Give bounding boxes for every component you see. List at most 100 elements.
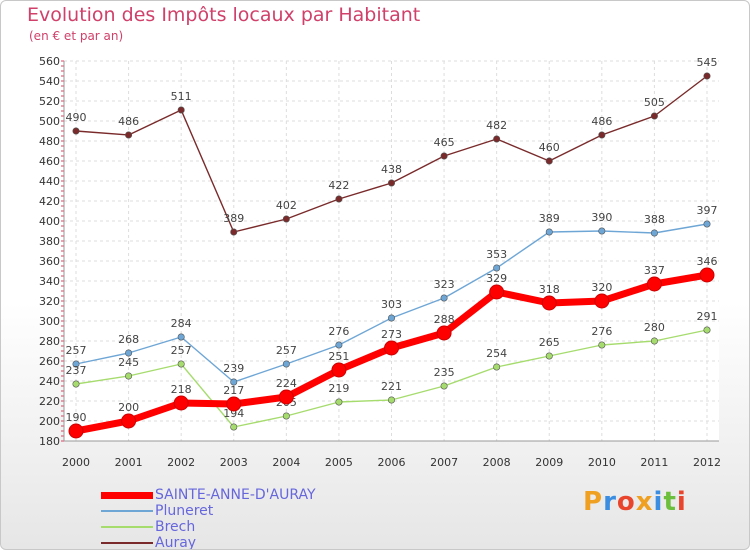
data-point — [440, 382, 448, 390]
legend-label: Auray — [155, 535, 197, 550]
data-label: 390 — [591, 211, 612, 224]
data-label: 251 — [328, 350, 349, 363]
x-tick-label: 2004 — [272, 456, 300, 469]
data-point — [335, 195, 343, 203]
data-point — [703, 326, 711, 334]
y-tick-label: 460 — [39, 155, 60, 168]
logo-letter: r — [603, 487, 617, 517]
legend-swatch — [101, 526, 153, 528]
data-point — [545, 157, 553, 165]
data-label: 190 — [66, 411, 87, 424]
logo-letter: x — [635, 487, 654, 517]
data-point — [177, 333, 185, 341]
data-label: 545 — [697, 56, 718, 69]
y-tick-label: 440 — [39, 175, 60, 188]
y-tick-label: 540 — [39, 75, 60, 88]
data-point — [699, 267, 715, 283]
data-label: 303 — [381, 298, 402, 311]
data-label: 353 — [486, 248, 507, 261]
data-label: 482 — [486, 119, 507, 132]
data-label: 239 — [223, 362, 244, 375]
y-tick-label: 340 — [39, 275, 60, 288]
chart-title: Evolution des Impôts locaux par Habitant — [27, 4, 421, 26]
data-point — [541, 295, 557, 311]
data-label: 460 — [539, 141, 560, 154]
data-label: 388 — [644, 213, 665, 226]
data-point — [331, 362, 347, 378]
y-tick-label: 480 — [39, 135, 60, 148]
data-point — [125, 349, 133, 357]
data-label: 318 — [539, 283, 560, 296]
logo-letter: P — [583, 487, 604, 517]
logo-letter: t — [663, 487, 677, 517]
data-point — [282, 360, 290, 368]
x-tick-label: 2007 — [430, 456, 458, 469]
data-point — [68, 423, 84, 439]
data-label: 219 — [328, 382, 349, 395]
legend-item: SAINTE-ANNE-D'AURAY — [101, 487, 316, 503]
data-label: 254 — [486, 347, 507, 360]
data-label: 490 — [66, 111, 87, 124]
x-tick-label: 2006 — [378, 456, 406, 469]
data-label: 486 — [591, 115, 612, 128]
logo-letter: o — [616, 487, 636, 517]
y-tick-label: 520 — [39, 95, 60, 108]
data-point — [650, 337, 658, 345]
data-point — [703, 72, 711, 80]
data-label: 323 — [434, 278, 455, 291]
x-tick-label: 2011 — [640, 456, 668, 469]
x-tick-label: 2010 — [588, 456, 616, 469]
data-label: 217 — [223, 384, 244, 397]
data-point — [650, 229, 658, 237]
y-tick-label: 320 — [39, 295, 60, 308]
data-point — [125, 372, 133, 380]
data-label: 265 — [539, 336, 560, 349]
x-tick-label: 2009 — [535, 456, 563, 469]
y-tick-label: 240 — [39, 375, 60, 388]
x-tick-label: 2012 — [693, 456, 721, 469]
data-label: 268 — [118, 333, 139, 346]
data-label: 257 — [66, 344, 87, 357]
legend-item: Auray — [101, 535, 316, 550]
data-label: 465 — [434, 136, 455, 149]
data-label: 257 — [171, 344, 192, 357]
legend-swatch — [101, 510, 153, 512]
chart-subtitle: (en € et par an) — [29, 29, 124, 43]
data-point — [177, 360, 185, 368]
data-label: 291 — [697, 310, 718, 323]
data-label: 276 — [591, 325, 612, 338]
y-tick-label: 200 — [39, 415, 60, 428]
data-point — [173, 395, 189, 411]
data-point — [387, 179, 395, 187]
data-point — [646, 276, 662, 292]
proxiti-logo: Proxiti — [583, 487, 687, 517]
y-tick-label: 260 — [39, 355, 60, 368]
data-label: 486 — [118, 115, 139, 128]
data-label: 320 — [591, 281, 612, 294]
data-label: 245 — [118, 356, 139, 369]
data-label: 224 — [276, 377, 297, 390]
data-point — [72, 127, 80, 135]
data-point — [650, 112, 658, 120]
x-tick-label: 2001 — [115, 456, 143, 469]
data-point — [282, 215, 290, 223]
data-point — [440, 152, 448, 160]
logo-letter: i — [653, 487, 664, 517]
data-point — [226, 396, 242, 412]
y-tick-label: 420 — [39, 195, 60, 208]
data-label: 397 — [697, 204, 718, 217]
data-point — [594, 293, 610, 309]
data-label: 194 — [223, 407, 244, 420]
data-point — [598, 341, 606, 349]
data-label: 221 — [381, 380, 402, 393]
data-point — [230, 423, 238, 431]
data-label: 402 — [276, 199, 297, 212]
x-tick-label: 2002 — [167, 456, 195, 469]
y-tick-label: 360 — [39, 255, 60, 268]
data-point — [598, 131, 606, 139]
data-point — [335, 341, 343, 349]
data-label: 329 — [486, 272, 507, 285]
data-label: 280 — [644, 321, 665, 334]
